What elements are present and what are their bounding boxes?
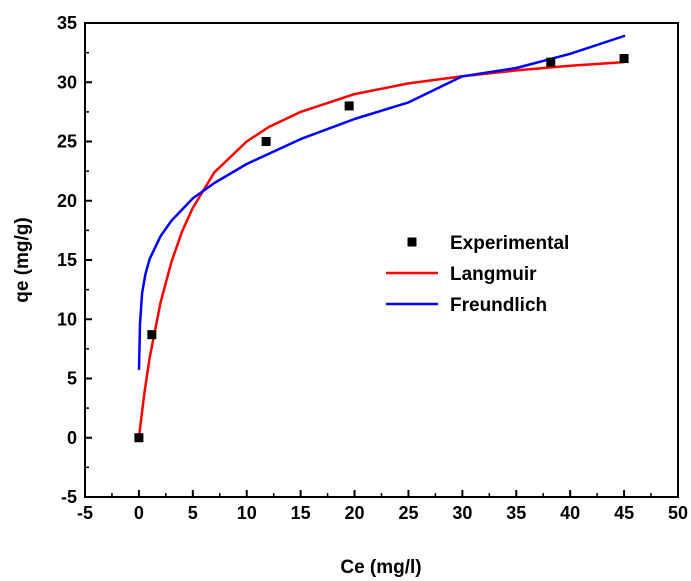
x-tick-label: 15	[291, 503, 311, 523]
legend-label-freundlich: Freundlich	[450, 295, 547, 316]
x-tick-label: 50	[668, 503, 688, 523]
y-tick-label: 15	[57, 250, 77, 270]
x-tick-label: 10	[237, 503, 257, 523]
x-tick-label: -5	[77, 503, 93, 523]
y-tick-label: 10	[57, 309, 77, 329]
y-axis-title: qe (mg/g)	[12, 217, 33, 303]
y-tick-label: 30	[57, 72, 77, 92]
experimental-point	[345, 101, 354, 110]
x-tick-label: 30	[452, 503, 472, 523]
x-tick-label: 40	[560, 503, 580, 523]
freundlich-curve	[139, 36, 624, 369]
x-tick-label: 0	[134, 503, 144, 523]
experimental-point	[134, 433, 143, 442]
y-tick-label: -5	[61, 487, 77, 507]
y-tick-label: 5	[67, 369, 77, 389]
y-tick-label: 0	[67, 428, 77, 448]
y-tick-label: 25	[57, 132, 77, 152]
experimental-point	[620, 54, 629, 63]
x-tick-label: 35	[506, 503, 526, 523]
experimental-point	[262, 137, 271, 146]
x-axis-title: Ce (mg/l)	[340, 557, 421, 578]
plot-frame	[85, 23, 678, 497]
experimental-point	[546, 58, 555, 67]
x-tick-label: 25	[398, 503, 418, 523]
x-tick-label: 45	[614, 503, 634, 523]
legend-marker-experimental	[408, 238, 417, 247]
legend-label-langmuir: Langmuir	[450, 264, 537, 285]
x-tick-label: 20	[345, 503, 365, 523]
experimental-point	[147, 330, 156, 339]
y-tick-label: 20	[57, 191, 77, 211]
legend-label-experimental: Experimental	[450, 233, 569, 254]
legend: Experimental Langmuir Freundlich	[386, 233, 569, 316]
x-tick-label: 5	[188, 503, 198, 523]
y-tick-label: 35	[57, 13, 77, 33]
